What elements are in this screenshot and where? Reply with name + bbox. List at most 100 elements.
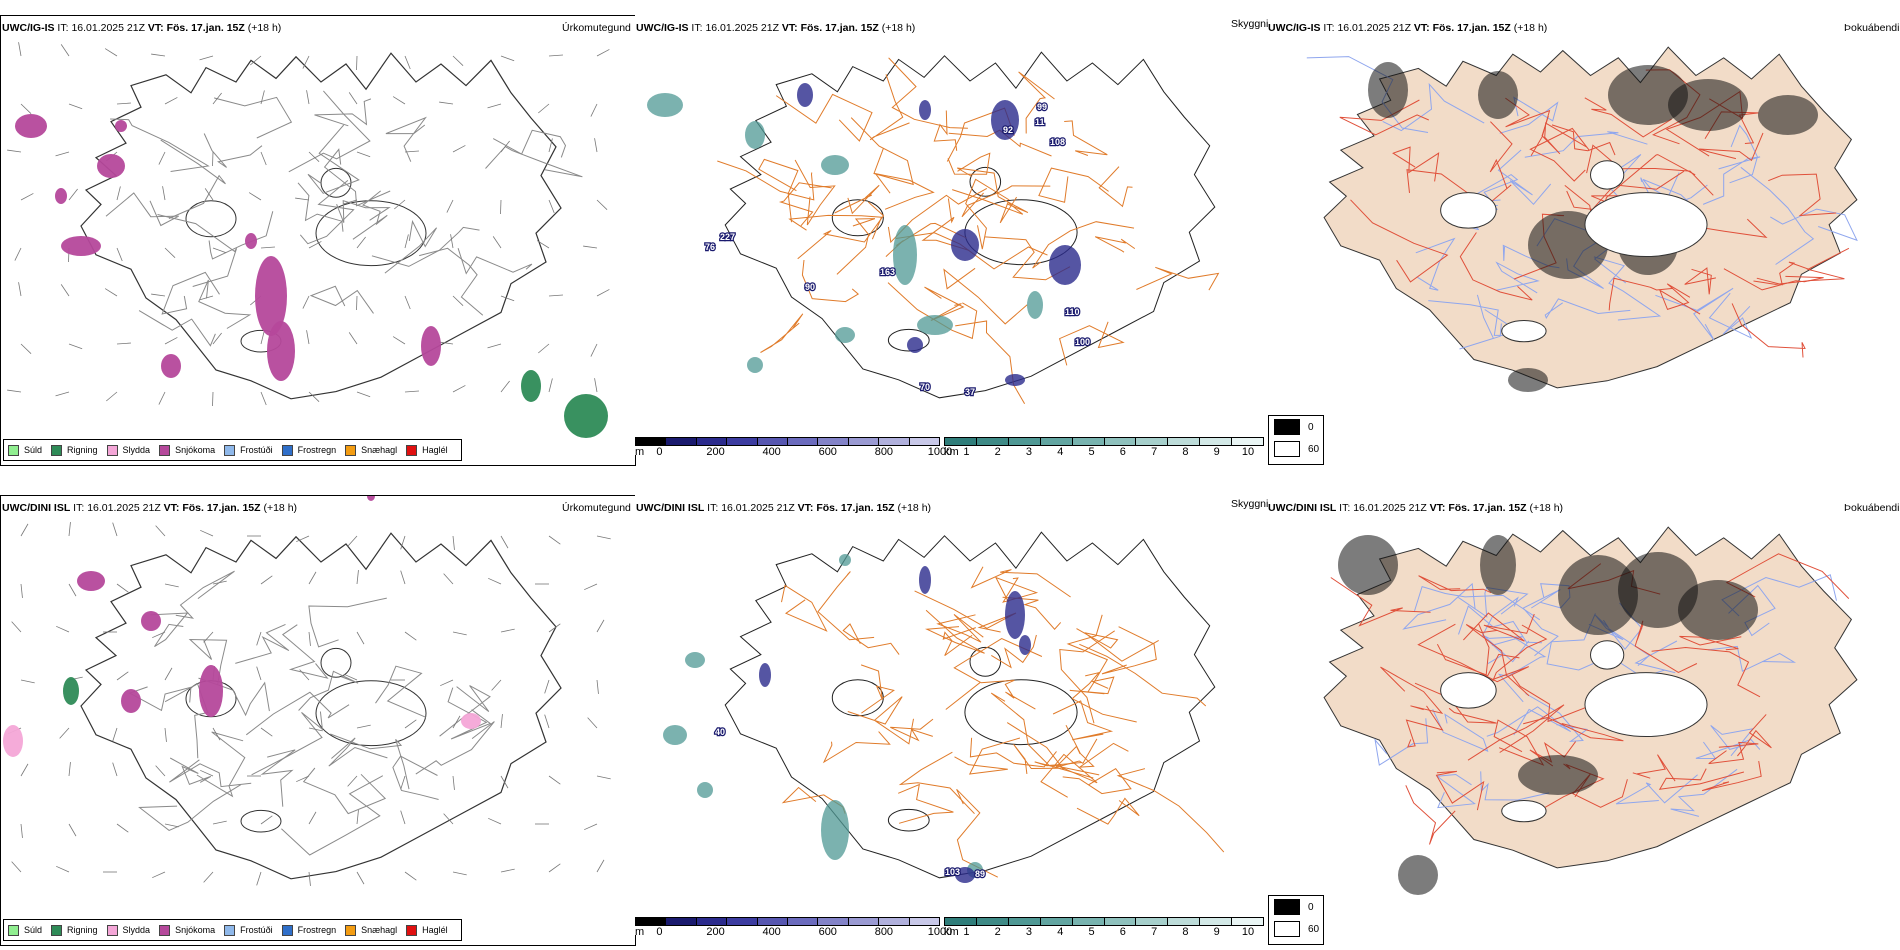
legend-swatch (345, 444, 357, 456)
colorbar-tick-label: 1 (963, 446, 970, 458)
legend-label: Frostúði (240, 445, 273, 455)
fog-legend-label: 60 (1308, 923, 1320, 935)
cloudbase-panel-bottom: 40 103 89 (635, 495, 1265, 935)
colorbar-segment (757, 438, 789, 445)
legend-item: Snjókoma (159, 924, 216, 936)
iceland-outline (80, 532, 562, 880)
cloudbase-panel-top: 227 76 163 90 99 11 92 108 110 100 70 37 (635, 15, 1265, 455)
colorbar-segment (1040, 438, 1073, 445)
fog-legend-label: 60 (1308, 443, 1320, 455)
colorbar-segment (1200, 438, 1233, 445)
colorbar-segment (879, 918, 910, 925)
legend-item: Snæhagl (345, 924, 397, 936)
cloud-base-label: 40 (715, 727, 725, 737)
colorbar-tick-label: 5 (1088, 926, 1095, 938)
colorbar-strip (944, 437, 1264, 446)
legend-swatch (281, 444, 293, 456)
cloud-base-label: 89 (975, 869, 985, 879)
colorbar-tick-label: 4 (1057, 926, 1064, 938)
colorbar-segment (976, 918, 1009, 925)
cloud-base-label: 108 (1050, 137, 1065, 147)
colorbar-unit: km (944, 926, 959, 938)
colorbar-tick-label: 2 (994, 446, 1001, 458)
precip-header-bottom: UWC/DINI ISL IT: 16.01.2025 21Z VT: Fös.… (2, 502, 298, 514)
precip-type-legend-top: Súld Rigning Slydda Snjókoma Frostúði Frostre… (3, 439, 462, 461)
legend-item: Rigning (51, 444, 98, 456)
legend-item: Súld (8, 444, 42, 456)
precip-panel-top: Súld Rigning Slydda Snjókoma Frostúði Frostre… (0, 15, 636, 466)
colorbar-tick-label: 1 (963, 926, 970, 938)
colorbar-unit: m (635, 926, 645, 938)
legend-item: Haglél (406, 924, 448, 936)
colorbar-segment (696, 438, 728, 445)
legend-swatch (406, 924, 418, 936)
colorbar-tick-label: 1000 (927, 446, 953, 458)
colorbar-segment (848, 438, 880, 445)
colorbar-tick-label: 9 (1213, 446, 1220, 458)
cloud-base-label: 92 (1003, 125, 1013, 135)
colorbar-segment (1200, 918, 1233, 925)
cloudbase-colorbar-bottom: m 0 200 400 600 800 1000 (635, 917, 952, 938)
colorbar-segment (636, 918, 667, 925)
fog-header-top: UWC/IG-IS IT: 16.01.2025 21Z VT: Fös. 17… (1268, 22, 1548, 34)
precip-type-legend-bottom: Súld Rigning Slydda Snjókoma Frostúði Frostre… (3, 919, 462, 941)
cloudbase-header-top: UWC/IG-IS IT: 16.01.2025 21Z VT: Fös. 17… (636, 22, 916, 34)
legend-swatch (106, 924, 118, 936)
colorbar-segment (1104, 918, 1137, 925)
colorbar-tick-label: 6 (1119, 926, 1126, 938)
colorbar-segment (1072, 918, 1105, 925)
colorbar-tick-label: 3 (1025, 446, 1033, 458)
colorbar-tick-label: 10 (1241, 446, 1255, 458)
cloudbase-map-top: 227 76 163 90 99 11 92 108 110 100 70 37 (647, 51, 1220, 405)
cloud-base-label: 110 (1065, 307, 1080, 317)
precip-panel-bottom: Súld Rigning Slydda Snjókoma Frostúði Frostre… (0, 495, 636, 946)
colorbar-unit: km (944, 446, 959, 458)
precip-type-title-top: Úrkomutegund (562, 22, 631, 34)
cloud-base-label: 90 (805, 282, 815, 292)
colorbar-segment (788, 438, 819, 445)
legend-label: Haglél (422, 925, 448, 935)
legend-item: Frostregn (281, 444, 336, 456)
colorbar-tick-label: 2 (994, 926, 1001, 938)
colorbar-ticks: m 0 200 400 600 800 1000 (635, 446, 952, 458)
colorbar-tick-label: 8 (1182, 926, 1189, 938)
fog-index-legend-top: 0 60 (1268, 415, 1324, 465)
legend-label: Haglél (422, 445, 448, 455)
legend-label: Frostregn (297, 925, 337, 935)
colorbar-tick-label: 5 (1088, 446, 1095, 458)
precip-header-top: UWC/IG-IS IT: 16.01.2025 21Z VT: Fös. 17… (2, 22, 282, 34)
colorbar-segment (1232, 438, 1264, 445)
cloud-base-label: 37 (965, 387, 975, 397)
colorbar-ticks: km 1 2 3 4 5 6 7 8 9 10 (944, 446, 1264, 458)
legend-label: Rigning (67, 445, 98, 455)
colorbar-segment (696, 918, 728, 925)
legend-swatch (345, 924, 357, 936)
fog-legend-swatch (1274, 899, 1300, 915)
legend-item: Slydda (106, 924, 151, 936)
colorbar-ticks: km 1 2 3 4 5 6 7 8 9 10 (944, 926, 1264, 938)
cloud-base-label: 227 (720, 232, 735, 242)
colorbar-unit: m (635, 446, 645, 458)
precip-type-title-bottom: Úrkomutegund (562, 502, 631, 514)
colorbar-tick-label: 800 (874, 926, 894, 938)
fog-legend-label: 0 (1308, 421, 1314, 433)
legend-item: Frostúði (224, 924, 273, 936)
legend-item: Frostregn (281, 924, 337, 936)
colorbar-tick-label: 4 (1057, 446, 1064, 458)
legend-swatch (106, 444, 118, 456)
legend-swatch (281, 924, 293, 936)
colorbar-tick-label: 7 (1151, 446, 1158, 458)
colorbar-segment (727, 918, 758, 925)
colorbar-tick-label: 7 (1151, 926, 1158, 938)
colorbar-strip (635, 437, 940, 446)
fog-index-legend-bottom: 0 60 (1268, 895, 1324, 945)
legend-swatch (159, 444, 171, 456)
colorbar-tick-label: 200 (706, 926, 725, 938)
legend-label: Slydda (122, 925, 151, 935)
legend-label: Snjókoma (175, 925, 216, 935)
cloud-base-label: 100 (1075, 337, 1090, 347)
colorbar-tick-label: 6 (1119, 446, 1126, 458)
colorbar-strip (944, 917, 1264, 926)
colorbar-tick-label: 10 (1241, 926, 1255, 938)
colorbar-segment (1072, 438, 1105, 445)
